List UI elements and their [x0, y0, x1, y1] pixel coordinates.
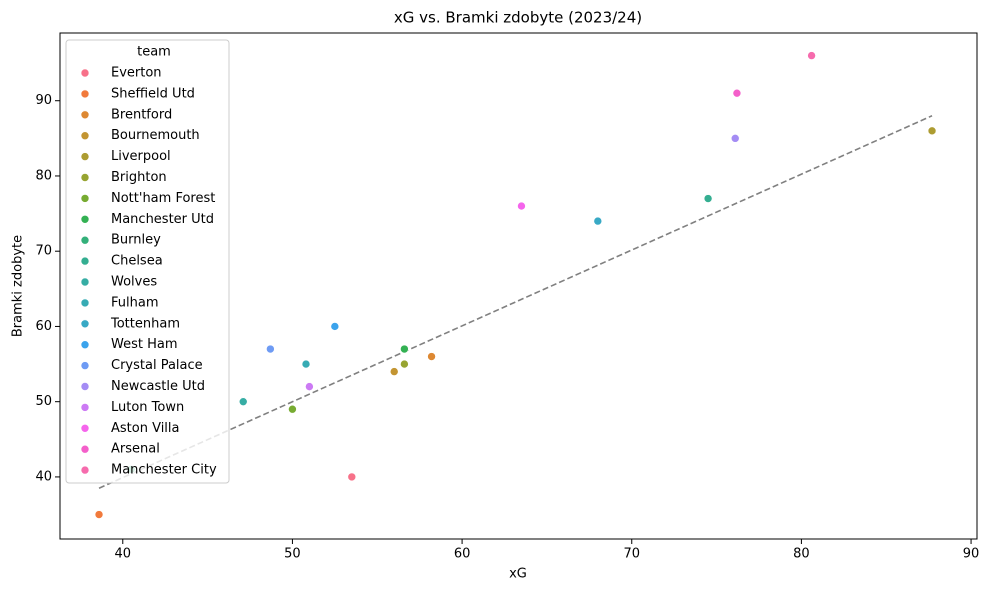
legend-marker	[80, 465, 90, 475]
point	[517, 201, 526, 211]
point	[807, 51, 816, 60]
legend-label: Nott'ham Forest	[111, 191, 215, 206]
point	[730, 134, 740, 143]
y-tick-label: 80	[35, 168, 52, 183]
x-tick-label: 40	[114, 547, 131, 562]
point	[703, 194, 713, 203]
legend-label: Luton Town	[111, 400, 184, 415]
legend-box	[65, 39, 230, 484]
point	[266, 344, 275, 354]
legend-label: Wolves	[111, 275, 157, 290]
legend-label: Aston Villa	[111, 421, 180, 436]
y-tick-label: 60	[35, 319, 52, 334]
legend-label: Liverpool	[111, 149, 171, 164]
legend-marker	[80, 89, 90, 99]
legend-label: Arsenal	[111, 442, 160, 457]
legend-label: Brentford	[111, 107, 172, 122]
legend-label: Sheffield Utd	[111, 86, 195, 101]
point	[427, 352, 436, 361]
legend-marker	[80, 110, 90, 120]
legend-label: Tottenham	[110, 316, 180, 331]
legend-marker	[80, 277, 90, 287]
legend: team Everton Sheffield Utd Brentford Bourne…	[65, 39, 230, 484]
point	[330, 322, 340, 331]
point	[288, 404, 297, 414]
legend-marker	[80, 68, 90, 78]
legend-label: Fulham	[111, 295, 159, 310]
legend-marker	[80, 152, 90, 161]
legend-label: Brighton	[111, 170, 167, 185]
legend-label: Crystal Palace	[111, 358, 203, 373]
legend-label: Newcastle Utd	[111, 379, 205, 394]
x-tick-label: 50	[284, 547, 301, 562]
legend-marker	[80, 361, 90, 370]
legend-marker	[80, 194, 90, 203]
plot-frame	[59, 32, 978, 540]
x-axis-label: xG	[509, 567, 527, 582]
point	[400, 344, 409, 354]
legend-marker	[80, 319, 90, 329]
point	[732, 88, 742, 98]
point	[389, 367, 399, 376]
trend-line	[98, 115, 933, 489]
point	[347, 472, 357, 482]
legend-marker	[80, 444, 90, 454]
legend-marker	[80, 235, 90, 245]
point	[593, 216, 603, 226]
x-tick-label: 80	[793, 547, 810, 562]
legend-marker	[80, 256, 90, 266]
legend-label: Chelsea	[111, 254, 163, 269]
legend-marker	[80, 131, 90, 140]
x-tick-label: 90	[963, 547, 980, 562]
legend-marker	[80, 403, 90, 412]
legend-label: Everton	[111, 66, 162, 81]
legend-label: West Ham	[111, 337, 178, 352]
y-tick-label: 50	[35, 394, 52, 409]
legend-label: Burnley	[111, 233, 161, 248]
point	[94, 510, 104, 519]
y-tick-label: 40	[35, 469, 52, 484]
legend-title: team	[137, 45, 171, 60]
x-tick-label: 70	[623, 547, 640, 562]
legend-marker	[80, 382, 90, 391]
chart-title: xG vs. Bramki zdobyte (2023/24)	[394, 9, 642, 27]
legend-marker	[80, 298, 90, 308]
legend-marker	[80, 215, 90, 224]
point	[238, 397, 248, 406]
point	[400, 359, 409, 369]
legend-label: Manchester Utd	[111, 212, 214, 227]
y-axis-label: Bramki zdobyte	[11, 235, 26, 337]
point	[927, 126, 937, 136]
legend-marker	[80, 173, 90, 182]
point	[305, 382, 314, 391]
legend-marker	[80, 340, 90, 350]
point	[301, 359, 311, 369]
legend-marker	[80, 423, 90, 433]
legend-label: Manchester City	[111, 463, 217, 478]
x-tick-label: 60	[454, 547, 471, 562]
y-tick-label: 70	[35, 244, 52, 259]
legend-label: Bournemouth	[111, 128, 200, 143]
y-tick-label: 90	[35, 93, 52, 108]
